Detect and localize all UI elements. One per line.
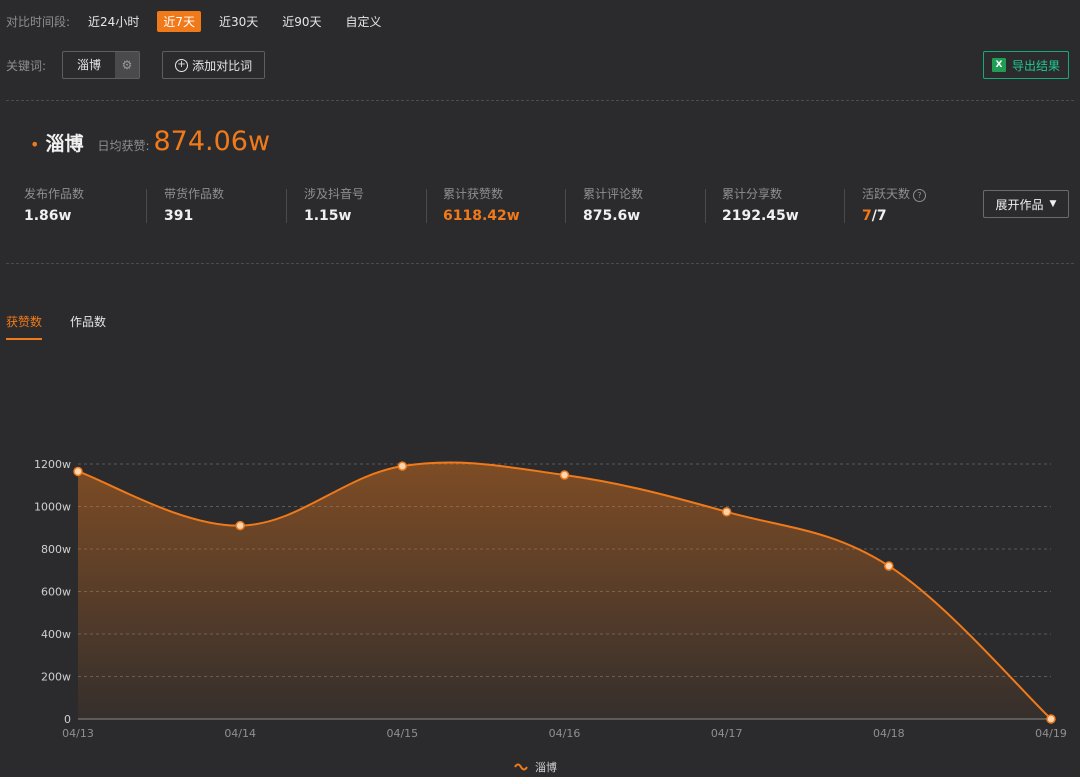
expand-works-button[interactable]: 展开作品 ▼ [983, 190, 1069, 218]
stat-total-comments: 累计评论数 875.6w [583, 185, 703, 224]
expand-works-label: 展开作品 [995, 197, 1044, 212]
add-compare-button[interactable]: + 添加对比词 [162, 51, 266, 79]
data-point [884, 561, 894, 571]
stat-label: 累计评论数 [583, 187, 644, 201]
active-days-total: /7 [871, 208, 887, 224]
time-option-24h[interactable]: 近24小时 [88, 14, 140, 29]
divider-mid [6, 263, 1074, 264]
chart-area-layer [77, 461, 1052, 720]
legend-series-label: 淄博 [535, 761, 557, 774]
divider-top [6, 100, 1074, 101]
y-tick-label: 1200w [34, 458, 71, 471]
stat-separator [286, 189, 287, 223]
gear-icon[interactable]: ⚙ [115, 52, 140, 78]
stat-label-text: 活跃天数 [862, 187, 911, 201]
stat-total-shares: 累计分享数 2192.45w [722, 185, 842, 224]
time-option-30d[interactable]: 近30天 [218, 14, 259, 29]
x-tick-label: 04/19 [1035, 727, 1067, 740]
caret-down-icon: ▼ [1049, 199, 1057, 209]
keyword-label: 关键词: [6, 58, 47, 73]
chart-points [73, 461, 1056, 724]
stat-label: 涉及抖音号 [304, 187, 365, 201]
avg-likes-value: 874.06w [153, 126, 271, 157]
stat-accounts: 涉及抖音号 1.15w [304, 185, 424, 224]
data-point [1046, 714, 1056, 724]
x-tick-label: 04/16 [549, 727, 581, 740]
stat-value: 7/7 [862, 208, 982, 224]
summary-header: • 淄博 日均获赞: 874.06w [30, 126, 270, 157]
stat-posts: 发布作品数 1.86w [24, 185, 144, 224]
x-tick-label: 04/14 [224, 727, 256, 740]
plus-circle-icon: + [175, 58, 189, 72]
time-filter-bar: 对比时间段: 近24小时 近7天 近30天 近90天 自定义 [6, 10, 388, 32]
y-tick-label: 800w [41, 543, 71, 556]
time-option-custom[interactable]: 自定义 [345, 14, 382, 29]
x-tick-label: 04/13 [62, 727, 94, 740]
stat-label: 累计获赞数 [443, 187, 504, 201]
y-tick-label: 0 [64, 713, 71, 726]
x-tick-label: 04/17 [711, 727, 743, 740]
stat-label: 发布作品数 [24, 187, 85, 201]
stat-commerce-posts: 带货作品数 391 [164, 185, 284, 224]
stat-separator [565, 189, 566, 223]
keyword-bar: 关键词: 淄博 ⚙ + 添加对比词 [6, 51, 266, 79]
stat-total-likes: 累计获赞数 6118.42w [443, 185, 563, 224]
y-tick-label: 400w [41, 628, 71, 641]
chart-tabs: 获赞数 作品数 [6, 313, 134, 340]
time-option-7d[interactable]: 近7天 [157, 10, 201, 32]
y-tick-label: 200w [41, 671, 71, 684]
stat-label: 活跃天数? [862, 185, 982, 202]
stat-separator [146, 189, 147, 223]
x-tick-label: 04/15 [386, 727, 418, 740]
stat-separator [844, 189, 845, 223]
chart-axis-labels: 0 200w 400w 600w 800w 1000w 1200w 04/13 04/14 04/… [34, 458, 1067, 740]
time-option-90d[interactable]: 近90天 [282, 14, 322, 29]
series-area-fill [78, 462, 1051, 719]
stat-label: 累计分享数 [722, 187, 783, 201]
stat-value: 6118.42w [443, 208, 520, 224]
x-tick-label: 04/18 [873, 727, 905, 740]
data-point [721, 507, 732, 517]
tab-works[interactable]: 作品数 [70, 315, 107, 329]
time-filter-label: 对比时间段: [6, 14, 71, 29]
stat-value: 875.6w [583, 208, 641, 224]
stat-separator [426, 189, 427, 223]
y-tick-label: 600w [41, 586, 71, 599]
data-point [397, 461, 408, 471]
data-point [73, 466, 83, 477]
help-icon[interactable]: ? [913, 189, 927, 202]
add-compare-label: 添加对比词 [192, 58, 253, 73]
data-point [559, 470, 570, 480]
stat-active-days: 活跃天数? 7/7 [862, 185, 982, 224]
bullet-dot-icon: • [30, 135, 40, 154]
chart-legend[interactable]: 淄博 [514, 761, 557, 774]
export-label: 导出结果 [1011, 58, 1060, 73]
tab-likes[interactable]: 获赞数 [6, 313, 43, 340]
excel-icon: X [991, 58, 1006, 72]
export-button[interactable]: X 导出结果 [983, 51, 1069, 79]
stat-separator [705, 189, 706, 223]
legend-series-icon [514, 763, 528, 771]
stat-label: 带货作品数 [164, 187, 225, 201]
data-point [235, 520, 245, 531]
stat-value: 2192.45w [722, 208, 799, 224]
stats-row: 发布作品数 1.86w 带货作品数 391 涉及抖音号 1.15w 累计获赞数 … [0, 185, 980, 225]
y-tick-label: 1000w [34, 501, 71, 514]
stat-value: 1.15w [304, 208, 352, 224]
active-days-value: 7 [862, 208, 872, 224]
keyword-value: 淄博 [77, 58, 102, 72]
stat-value: 391 [164, 208, 194, 224]
avg-likes-label: 日均获赞: [97, 139, 150, 153]
keyword-tag[interactable]: 淄博 ⚙ [62, 51, 141, 79]
summary-keyword: 淄博 [45, 133, 84, 155]
stat-value: 1.86w [24, 208, 72, 224]
